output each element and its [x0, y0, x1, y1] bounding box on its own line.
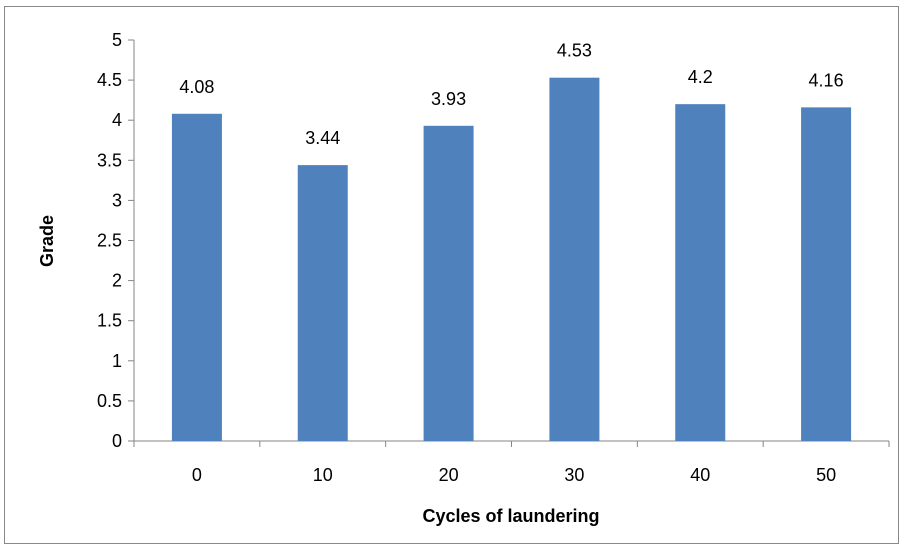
bar	[801, 107, 852, 442]
y-tick-label: 0.5	[97, 391, 122, 411]
y-ticks: 0 0.5 1 1.5 2 2.5 3 3.5 4 4.5 5	[97, 30, 134, 451]
y-tick-label: 1.5	[97, 311, 122, 331]
data-labels: 4.08 3.44 3.93 4.53 4.2 4.16	[179, 41, 843, 148]
x-tick-label: 10	[313, 465, 333, 485]
bar	[549, 77, 600, 441]
y-axis-title: Grade	[37, 215, 57, 267]
x-tick-label: 50	[816, 465, 836, 485]
bar-value-label: 4.08	[179, 77, 214, 97]
bar-value-label: 3.93	[431, 89, 466, 109]
y-tick-label: 1	[112, 351, 122, 371]
x-tick-label: 20	[439, 465, 459, 485]
x-ticks: 0 10 20 30 40 50	[133, 441, 890, 485]
y-tick-label: 5	[112, 30, 122, 50]
bar	[675, 104, 726, 441]
y-tick-label: 2.5	[97, 231, 122, 251]
bar	[297, 165, 348, 441]
y-tick-label: 2	[112, 271, 122, 291]
x-axis-title: Cycles of laundering	[422, 506, 599, 526]
bar-value-label: 4.53	[557, 41, 592, 61]
y-tick-label: 4.5	[97, 70, 122, 90]
bars	[171, 77, 852, 442]
bar	[423, 125, 474, 442]
x-tick-label: 0	[192, 465, 202, 485]
y-tick-label: 0	[112, 431, 122, 451]
y-tick-label: 3.5	[97, 150, 122, 170]
y-tick-label: 3	[112, 190, 122, 210]
x-tick-label: 30	[564, 465, 584, 485]
x-tick-label: 40	[690, 465, 710, 485]
bar-value-label: 4.2	[688, 67, 713, 87]
bar	[171, 113, 222, 441]
bar-value-label: 3.44	[305, 128, 340, 148]
y-tick-label: 4	[112, 110, 122, 130]
bar-value-label: 4.16	[809, 70, 844, 90]
